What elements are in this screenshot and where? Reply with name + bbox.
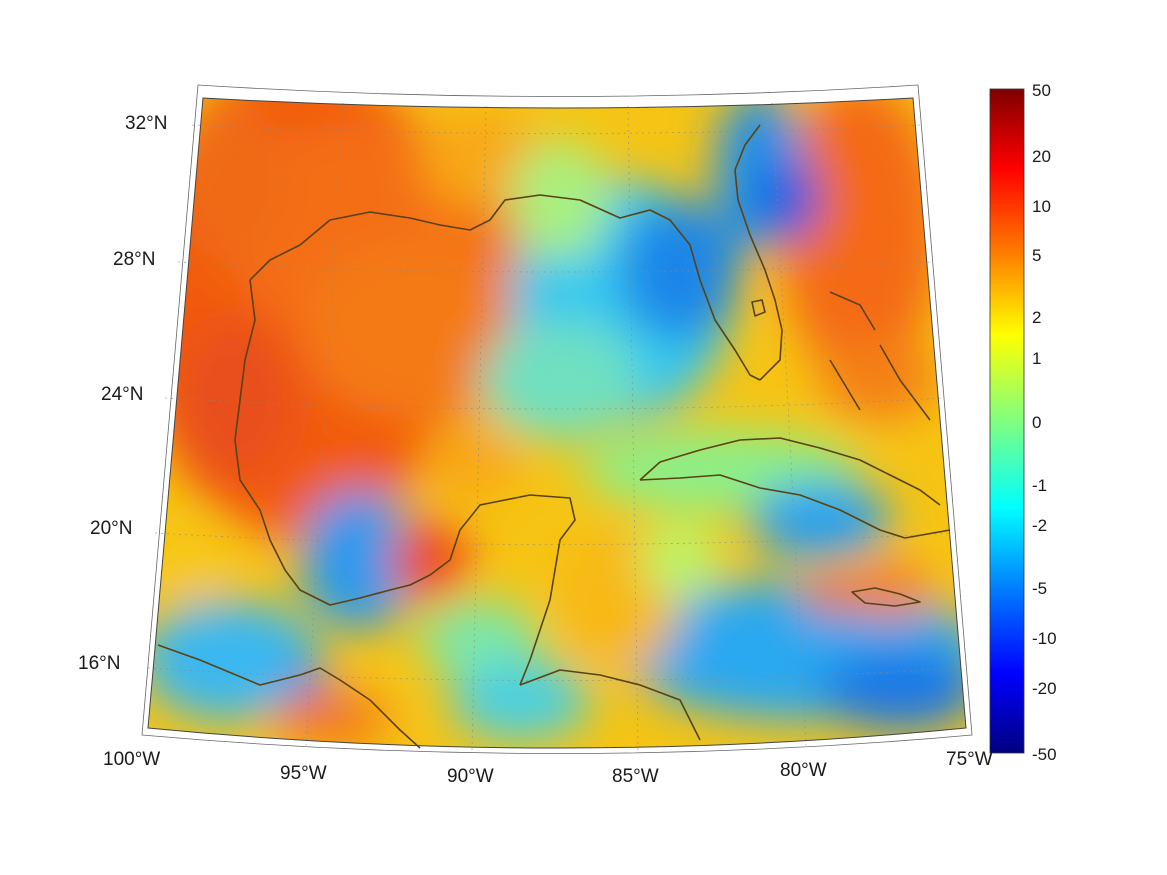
lon-label: 95°W [280,763,327,784]
colorbar-tick-label: 0 [1032,413,1041,432]
colorbar-tick-label: 50 [1032,81,1051,100]
lon-label: 75°W [946,749,993,770]
colorbar [989,88,1025,754]
colorbar-tick-label: 20 [1032,147,1051,166]
data-field [148,98,966,748]
coastlines [157,124,951,749]
colorbar-tick-label: -1 [1032,476,1047,495]
map-border [147,97,967,749]
graticule [147,102,963,751]
colorbar-tick-label: -5 [1032,579,1047,598]
colorbar-tick-label: -20 [1032,679,1057,698]
lon-label: 90°W [447,766,494,787]
lat-label: 16°N [78,653,120,674]
colorbar-tick-label: 5 [1032,246,1041,265]
colorbar-tick-label: 2 [1032,308,1041,327]
colorbar-tick-label: -50 [1032,745,1057,764]
map-frame [141,84,973,754]
colorbar-labels: 50 20 10 5 2 1 0 -1 -2 -5 -10 -20 -50 [1032,81,1057,764]
colorbar-tick-label: 10 [1032,197,1051,216]
lon-label: 85°W [612,766,659,787]
lat-label: 20°N [90,518,132,539]
lat-label: 28°N [113,249,155,270]
colorbar-tick-label: 1 [1032,349,1041,368]
lon-label: 100°W [103,749,160,770]
lat-label: 32°N [125,113,167,134]
colorbar-tick-label: -10 [1032,629,1057,648]
colorbar-tick-label: -2 [1032,516,1047,535]
lat-label: 24°N [101,384,143,405]
lon-label: 80°W [780,760,827,781]
